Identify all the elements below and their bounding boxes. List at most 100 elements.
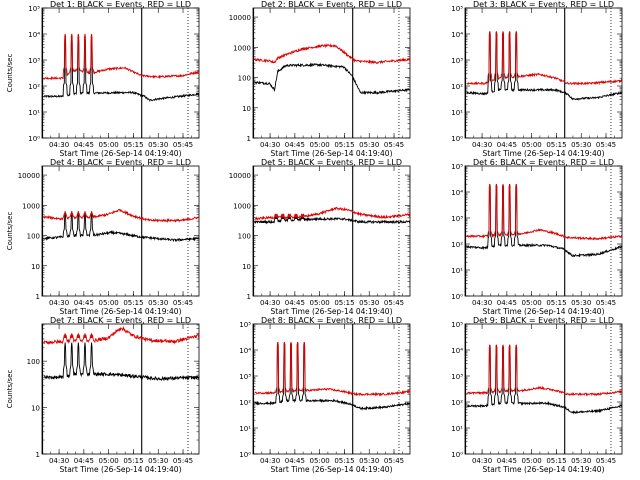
y-tick-label: 10¹ [451,109,463,117]
series-line-black [254,215,411,225]
x-tick-label: 04:45 [285,457,305,465]
x-tick-label: 05:00 [99,457,119,465]
chart-panel-9: Det 9: BLACK = Events, RED = LLD 10⁰ 10¹ 10… [451,316,623,474]
chart-panel-5: Det 5: BLACK = Events, RED = LLD 1 10 100 10… [229,158,411,316]
x-tick-label: 05:45 [596,141,616,149]
x-tick-label: 05:45 [173,141,193,149]
x-tick-label: 05:45 [173,457,193,465]
x-tick-label: 05:45 [384,299,404,307]
plot-frame [252,7,411,139]
y-tick-label: 10 [242,263,251,271]
x-tick-label: 04:30 [260,457,280,465]
chart-title: Det 2: BLACK = Events, RED = LLD [261,0,402,9]
plot-frame [252,165,411,297]
y-tick-label: 10² [451,399,463,407]
x-tick-label: 05:15 [546,299,566,307]
y-tick-label: 100 [238,233,251,241]
y-tick-label: 10⁵ [451,321,463,329]
y-tick-label: 10³ [239,373,251,381]
series-line-black [254,342,411,411]
chart-panel-2: Det 2: BLACK = Events, RED = LLD 1 10 100 10… [229,0,411,158]
x-tick-label: 05:15 [123,141,143,149]
x-tick-label: 04:30 [472,299,492,307]
x-tick-label: 04:30 [260,299,280,307]
x-axis-label: Start Time (26-Sep-14 04:19:40) [271,465,393,474]
series-line-red [254,43,411,65]
x-tick-label: 04:30 [472,141,492,149]
x-tick-label: 05:00 [522,141,542,149]
x-tick-label: 05:30 [148,299,168,307]
chart-panel-6: Det 6: BLACK = Events, RED = LLD 10⁰ 10¹ 10… [451,158,623,316]
y-tick-label: 1 [247,293,251,301]
x-tick-label: 05:30 [571,457,591,465]
y-tick-label: 10³ [451,373,463,381]
y-tick-label: 10³ [28,57,40,65]
y-tick-label: 10 [242,105,251,113]
y-tick-label: 10000 [18,172,40,180]
x-tick-label: 05:00 [99,299,119,307]
series-line-red [254,342,411,397]
x-tick-label: 05:30 [359,141,379,149]
x-tick-label: 04:30 [49,299,69,307]
x-axis-label: Start Time (26-Sep-14 04:19:40) [60,307,182,316]
y-tick-label: 10¹ [451,425,463,433]
y-tick-label: 1 [247,135,251,143]
y-tick-label: 10⁴ [28,31,40,39]
chart-panel-3: Det 3: BLACK = Events, RED = LLD 10⁰ 10¹ 10… [451,0,623,158]
x-tick-label: 05:30 [148,141,168,149]
chart-title: Det 8: BLACK = Events, RED = LLD [261,316,402,325]
y-tick-label: 10¹ [451,267,463,275]
x-tick-label: 05:15 [334,457,354,465]
y-tick-label: 10² [239,399,251,407]
y-tick-label: 1 [36,293,40,301]
x-axis-label: Start Time (26-Sep-14 04:19:40) [60,465,182,474]
y-tick-label: 10⁴ [451,189,463,197]
x-tick-label: 05:15 [334,299,354,307]
x-axis-label: Start Time (26-Sep-14 04:19:40) [483,307,605,316]
series-line-black [43,342,200,382]
x-axis-label: Start Time (26-Sep-14 04:19:40) [483,465,605,474]
y-tick-label: 10² [451,83,463,91]
x-tick-label: 04:45 [74,141,94,149]
y-tick-label: 100 [238,75,251,83]
y-tick-label: 10000 [229,172,251,180]
x-tick-label: 05:45 [384,141,404,149]
y-tick-label: 10 [31,263,40,271]
x-tick-label: 04:45 [74,457,94,465]
x-tick-label: 05:30 [571,299,591,307]
x-tick-label: 05:45 [173,299,193,307]
x-axis-label: Start Time (26-Sep-14 04:19:40) [60,149,182,158]
series-line-black [43,211,200,243]
x-tick-label: 05:30 [148,457,168,465]
y-tick-label: 10⁵ [28,5,40,13]
x-tick-label: 04:45 [285,299,305,307]
x-tick-label: 05:45 [596,299,616,307]
chart-title: Det 6: BLACK = Events, RED = LLD [473,158,614,167]
x-tick-label: 04:45 [497,457,517,465]
series-line-black [254,62,411,95]
x-tick-label: 04:30 [260,141,280,149]
x-axis-label: Start Time (26-Sep-14 04:19:40) [271,149,393,158]
x-tick-label: 05:30 [571,141,591,149]
x-tick-label: 04:30 [472,457,492,465]
x-tick-label: 05:15 [334,141,354,149]
y-tick-label: 10³ [451,57,463,65]
x-tick-label: 04:45 [497,141,517,149]
y-tick-label: 10000 [229,14,251,22]
x-tick-label: 04:30 [49,457,69,465]
x-tick-label: 05:00 [310,299,330,307]
y-tick-label: 10³ [451,215,463,223]
x-axis-label: Start Time (26-Sep-14 04:19:40) [483,149,605,158]
series-line-black [466,184,623,258]
x-tick-label: 05:45 [596,457,616,465]
y-tick-label: 10⁴ [451,347,463,355]
x-tick-label: 05:00 [522,299,542,307]
y-tick-label: 10¹ [239,425,251,433]
y-tick-label: 1000 [233,44,251,52]
y-tick-label: 10⁵ [451,163,463,171]
x-axis-label: Start Time (26-Sep-14 04:19:40) [271,307,393,316]
y-tick-label: 10⁵ [451,5,463,13]
series-line-red [254,206,411,221]
y-tick-label: 10⁰ [451,135,463,143]
